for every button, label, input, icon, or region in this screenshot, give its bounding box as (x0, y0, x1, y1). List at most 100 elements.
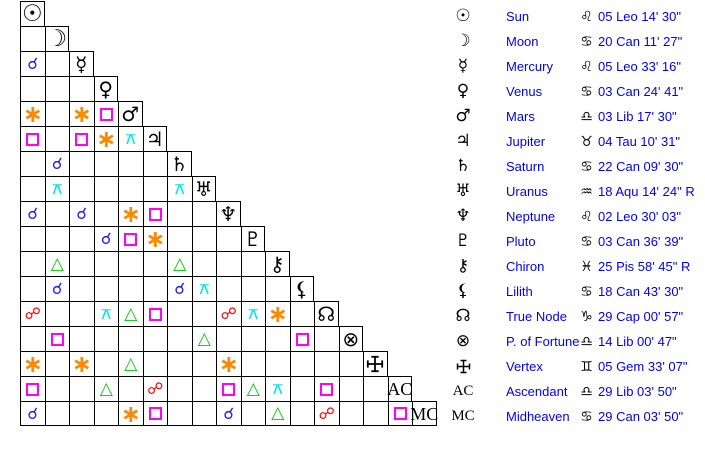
pluto-glyph-icon: ♇ (455, 231, 471, 251)
aspect-cell-vertex-true-node (314, 351, 339, 376)
sun-glyph-icon: ☉ (21, 0, 43, 27)
midheaven-glyph-icon: MC (410, 403, 439, 424)
planet-name: Uranus (506, 184, 548, 199)
square-aspect-icon (393, 407, 407, 420)
chiron-glyph-icon: ⚷ (269, 252, 285, 276)
aspect-cell-chiron-neptune (216, 251, 241, 276)
trine-aspect-icon: △ (99, 378, 113, 399)
sextile-aspect-icon: ∗ (71, 100, 92, 128)
square-aspect-icon (50, 332, 64, 346)
aspect-cell-vertex-chiron (265, 351, 290, 376)
diagonal-planet-cell-uranus: ♅ (191, 176, 216, 201)
zodiac-sign-icon: ♋ (580, 283, 593, 300)
aspect-cell-lilith-saturn: ☌ (167, 276, 192, 301)
planet-name: Mars (506, 109, 535, 124)
planet-row-moon: ☽ Moon ♋ 20 Can 11' 27" (0, 29, 705, 54)
conjunction-aspect-icon: ☌ (174, 279, 186, 298)
moon-glyph-icon: ☽ (46, 25, 68, 52)
aspect-cell-chiron-mercury (69, 251, 94, 276)
jupiter-glyph-icon: ♃ (455, 131, 471, 151)
conjunction-aspect-icon: ☌ (51, 154, 63, 173)
p-of-fortune-glyph-icon: ⊗ (455, 331, 471, 351)
planet-row-ascendant: AC Ascendant ♎ 29 Lib 03' 50" (0, 379, 705, 404)
planet-row-lilith: ⚸ Lilith ♋ 18 Can 43' 30" (0, 279, 705, 304)
midheaven-glyph-icon: MC (451, 408, 475, 424)
quincunx-aspect-icon: ⚻ (52, 179, 63, 198)
planet-name: Neptune (506, 209, 556, 224)
aspect-cell-vertex-p-of-fortune (338, 351, 363, 376)
aspect-cell-p-of-fortune-uranus: △ (191, 326, 216, 351)
planet-glyph-column: ⚸ (448, 279, 478, 304)
aspect-cell-p-of-fortune-moon (44, 326, 69, 351)
opposition-aspect-icon: ☍ (220, 304, 237, 323)
vertex-icon (367, 355, 384, 373)
aspect-cell-venus-sun (20, 76, 45, 101)
quincunx-aspect-icon: ⚻ (272, 379, 283, 398)
opposition-aspect-icon: ☍ (318, 403, 335, 423)
aspect-cell-neptune-saturn (167, 201, 192, 226)
aspect-cell-neptune-mars: ∗ (118, 201, 143, 226)
aspect-cell-true-node-saturn (167, 301, 192, 326)
diagonal-planet-cell-jupiter: ♃ (142, 126, 167, 151)
chiron-glyph-icon: ⚷ (456, 256, 470, 276)
aspect-cell-vertex-moon (44, 351, 69, 376)
aspect-cell-venus-mercury (69, 76, 94, 101)
aspect-cell-midheaven-ascendant (387, 401, 412, 426)
aspect-cell-neptune-mercury: ☌ (69, 201, 94, 226)
aspect-cell-chiron-sun (20, 251, 45, 276)
aspect-cell-lilith-pluto (240, 276, 265, 301)
aspect-cell-midheaven-jupiter (142, 401, 167, 426)
aspect-cell-lilith-sun (20, 276, 45, 301)
planet-row-uranus: ♅ Uranus ♒ 18 Aqu 14' 24" R (0, 179, 705, 204)
aspect-cell-ascendant-venus: △ (93, 376, 118, 401)
aspect-cell-midheaven-moon (44, 401, 69, 426)
aspect-cell-p-of-fortune-pluto (240, 326, 265, 351)
planet-position: 18 Can 43' 30" (598, 284, 684, 299)
planet-position: 05 Leo 14' 30" (598, 9, 682, 24)
aspect-cell-jupiter-mercury (69, 126, 94, 151)
aspect-cell-mercury-sun: ☌ (20, 51, 45, 76)
zodiac-sign-icon: ♎ (580, 333, 593, 350)
aspect-cell-true-node-pluto: ⚻ (240, 301, 265, 326)
aspect-cell-true-node-uranus (191, 301, 216, 326)
conjunction-aspect-icon: ☌ (27, 54, 39, 73)
aspect-cell-jupiter-sun (20, 126, 45, 151)
venus-glyph-icon: ♀ (98, 77, 114, 101)
trine-aspect-icon: △ (246, 378, 260, 399)
aspect-cell-jupiter-mars: ⚻ (118, 126, 143, 151)
lilith-glyph-icon: ⚸ (456, 281, 470, 301)
venus-glyph-icon: ♀ (456, 81, 470, 101)
aspect-cell-p-of-fortune-true-node (314, 326, 339, 351)
aspect-cell-chiron-uranus (191, 251, 216, 276)
aspect-cell-pluto-neptune (216, 226, 241, 251)
aspect-cell-p-of-fortune-chiron (265, 326, 290, 351)
aspect-cell-ascendant-true-node (314, 376, 339, 401)
aspect-cell-p-of-fortune-sun (20, 326, 45, 351)
square-aspect-icon (320, 382, 334, 396)
mercury-glyph-icon: ☿ (457, 56, 469, 76)
aspect-cell-lilith-mercury (69, 276, 94, 301)
planet-glyph-column (448, 354, 478, 379)
aspect-cell-mercury-moon (44, 51, 69, 76)
aspect-cell-neptune-uranus (191, 201, 216, 226)
conjunction-aspect-icon: ☌ (27, 403, 39, 423)
aspect-cell-vertex-mercury: ∗ (69, 351, 94, 376)
aspect-cell-vertex-venus (93, 351, 118, 376)
aspect-cell-vertex-jupiter (142, 351, 167, 376)
trine-aspect-icon: △ (173, 253, 187, 274)
planet-glyph-column: ♅ (448, 179, 478, 204)
planet-name: Jupiter (506, 134, 546, 149)
aspect-cell-true-node-mercury (69, 301, 94, 326)
aspect-cell-midheaven-uranus (191, 401, 216, 426)
aspect-cell-mars-mercury: ∗ (69, 101, 94, 126)
opposition-aspect-icon: ☍ (147, 379, 164, 398)
planet-glyph-column: ☉ (448, 4, 478, 29)
aspect-cell-vertex-pluto (240, 351, 265, 376)
planet-position: 29 Cap 00' 57" (598, 309, 684, 324)
square-aspect-icon (295, 332, 309, 346)
aspect-cell-saturn-mercury (69, 151, 94, 176)
planet-position: 03 Can 36' 39" (598, 234, 684, 249)
aspect-grid: ☉ ☽ ☌ ☿ ♀ ∗ ∗ ♂ ∗ ⚻ ♃ ☌ ♄ ⚻ ⚻ ♅ ☌ ☌ ∗ ♆ ☌ ∗ ♇ △ △ ⚷ ☌ ☌ ⚻ ⚸ ☍ ⚻ △ ☍ ⚻ ∗ ☊ △ ⊗ ∗… (20, 0, 439, 426)
planet-glyph-column: MC (448, 404, 478, 429)
aspect-cell-midheaven-neptune: ☌ (216, 401, 241, 426)
